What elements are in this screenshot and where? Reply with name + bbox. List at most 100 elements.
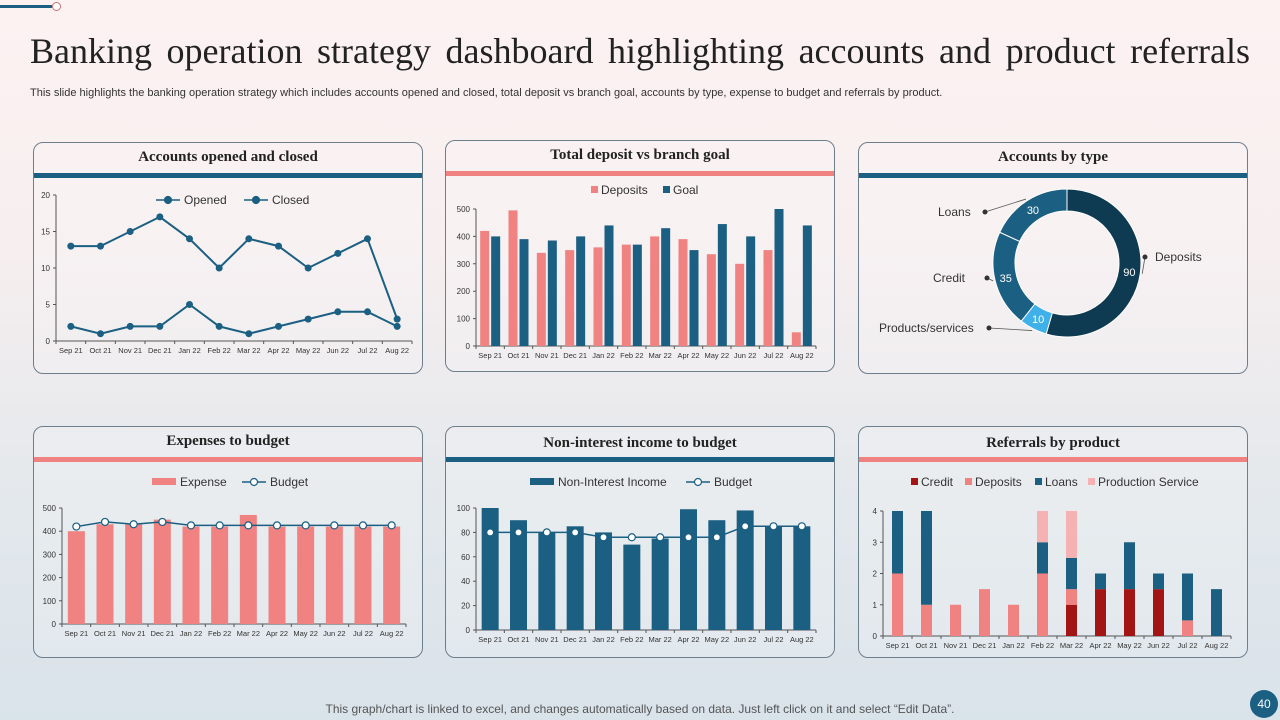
bar-nonint-income: [623, 544, 641, 630]
slice-value-label: 10: [1032, 314, 1044, 326]
bar-deposits: [508, 210, 518, 346]
panel-referrals[interactable]: Referrals by product 0 1 2 3 4 Sep 21 Oct 21 No…: [858, 426, 1248, 658]
x-tick-label: May 22: [1117, 641, 1142, 650]
bar-goal: [689, 250, 699, 346]
legend-label: Deposits: [601, 183, 648, 197]
x-tick-label: Jul 22: [763, 351, 783, 360]
x-tick-label: Sep 21: [886, 641, 910, 650]
x-tick-label: Aug 22: [790, 635, 814, 644]
data-point-closed: [275, 322, 282, 330]
x-tick-label: Apr 22: [677, 351, 699, 360]
bar-goal: [547, 240, 557, 346]
panel-title: Total deposit vs branch goal: [550, 147, 730, 163]
y-tick-label: 0: [46, 337, 51, 346]
bar-segment-deposits: [1066, 589, 1077, 605]
bar-segment-deposits: [950, 604, 961, 636]
bar-segment-loans: [1153, 573, 1164, 590]
panel-expenses-budget[interactable]: Expenses to budget 0 100 200 300 400 500 Sep 2…: [33, 426, 423, 658]
line-chart-accounts[interactable]: 0 5 10 15 20 Sep 21 Oct 21 Nov 21 Dec 21 Jan 22 Fe…: [34, 143, 422, 373]
leader-dot: [1142, 254, 1148, 260]
y-tick-label: 0: [873, 632, 878, 641]
bar-nonint-income: [481, 508, 499, 630]
legend-swatch: [1035, 478, 1042, 485]
donut-slice-deposits: [1045, 188, 1142, 338]
x-tick-label: Jan 22: [180, 629, 203, 638]
y-tick-label: 300: [457, 260, 471, 269]
data-point-opened: [245, 235, 253, 243]
data-point-budget: [301, 521, 310, 530]
y-tick-label: 0: [52, 620, 57, 629]
page-subtitle: This slide highlights the banking operat…: [30, 87, 943, 99]
legend-marker: [251, 195, 261, 205]
bar-segment-credit: [1095, 589, 1106, 636]
bar-expense: [153, 519, 171, 624]
bar-segment-loans: [892, 511, 903, 574]
bar-expense: [383, 526, 401, 624]
data-point-budget: [599, 533, 608, 542]
panel-accent-bar: [859, 457, 1247, 462]
bar-nonint-income: [736, 510, 754, 630]
x-tick-label: Jan 22: [592, 635, 615, 644]
bar-segment-production-service: [1066, 511, 1077, 558]
data-point-closed: [97, 330, 104, 338]
bar-chart-deposit[interactable]: 0 100 200 300 400 500 Sep 21 Oct 21 Nov 21 Dec 21…: [446, 141, 834, 371]
bar-segment-loans: [1182, 573, 1193, 621]
bar-goal: [774, 209, 784, 346]
panel-accounts-by-type[interactable]: Accounts by type 90 10 35 30 Deposits Product…: [858, 142, 1248, 374]
x-tick-label: Jul 22: [763, 635, 783, 644]
bar-segment-loans: [1124, 542, 1135, 590]
donut-chart-accounts[interactable]: 90 10 35 30 Deposits Products/services Credit L…: [859, 143, 1247, 373]
x-tick-label: Feb 22: [208, 629, 231, 638]
stacked-bar-referrals[interactable]: 0 1 2 3 4 Sep 21 Oct 21 Nov 21 Dec 21 Jan 22 Feb 2…: [859, 427, 1247, 657]
category-label: Credit: [933, 271, 966, 285]
y-tick-label: 1: [873, 601, 878, 610]
panel-deposit-vs-goal[interactable]: Total deposit vs branch goal 0 100 200 300 4…: [445, 140, 835, 372]
legend-label: Expense: [180, 475, 227, 489]
panel-nonint-budget[interactable]: Non-interest income to budget 0 20 40 60 80 1…: [445, 426, 835, 658]
bar-chart-expenses[interactable]: 0 100 200 300 400 500 Sep 21 Oct 21 Nov 21 Dec 21…: [34, 427, 422, 657]
bar-goal: [604, 225, 614, 346]
x-tick-label: Mar 22: [648, 635, 671, 644]
data-point-budget: [656, 533, 665, 542]
x-tick-label: Mar 22: [1060, 641, 1083, 650]
category-label: Loans: [938, 205, 971, 219]
bar-goal: [661, 228, 671, 346]
data-point-closed: [364, 308, 371, 316]
y-tick-label: 500: [457, 205, 471, 214]
data-point-budget: [72, 522, 81, 531]
bar-segment-loans: [1037, 542, 1048, 574]
legend-marker: [163, 195, 173, 205]
bar-expense: [239, 514, 257, 624]
bar-deposits: [678, 239, 688, 346]
x-tick-label: Jun 22: [734, 351, 757, 360]
x-tick-label: Sep 21: [64, 629, 88, 638]
footer-note: This graph/chart is linked to excel, and…: [325, 702, 955, 716]
y-tick-label: 60: [461, 553, 470, 562]
bar-nonint-income: [510, 520, 527, 630]
x-tick-label: Dec 21: [150, 629, 174, 638]
bar-chart-nonint[interactable]: 0 20 40 60 80 100 Sep 21 Oct 21 Nov 21 Dec 21 Jan …: [446, 427, 834, 657]
bar-goal: [632, 244, 642, 346]
data-point-budget: [129, 520, 138, 529]
page-title: Banking operation strategy dashboard hig…: [30, 31, 1250, 71]
bar-expense: [268, 526, 286, 624]
x-tick-label: Nov 21: [535, 351, 559, 360]
data-point-budget: [358, 521, 368, 530]
bar-goal: [746, 236, 756, 346]
bar-segment-loans: [1095, 573, 1106, 590]
x-tick-label: Apr 22: [1089, 641, 1111, 650]
data-point-opened: [304, 264, 312, 272]
bar-deposits: [621, 244, 631, 346]
bar-expense: [125, 524, 143, 624]
bar-expense: [354, 526, 372, 624]
series-line-budget: [76, 521, 392, 528]
panel-accounts-opened-closed[interactable]: Accounts opened and closed 0 5 10 15 20 Sep 2…: [33, 142, 423, 374]
leader-line: [1141, 256, 1146, 274]
y-tick-label: 100: [457, 315, 471, 324]
bar-deposits: [735, 263, 745, 346]
bar-segment-deposits: [1182, 620, 1193, 636]
bar-goal: [576, 236, 586, 346]
bar-segment-deposits: [979, 589, 990, 636]
bar-nonint-income: [566, 526, 584, 630]
x-tick-label: May 22: [705, 351, 730, 360]
